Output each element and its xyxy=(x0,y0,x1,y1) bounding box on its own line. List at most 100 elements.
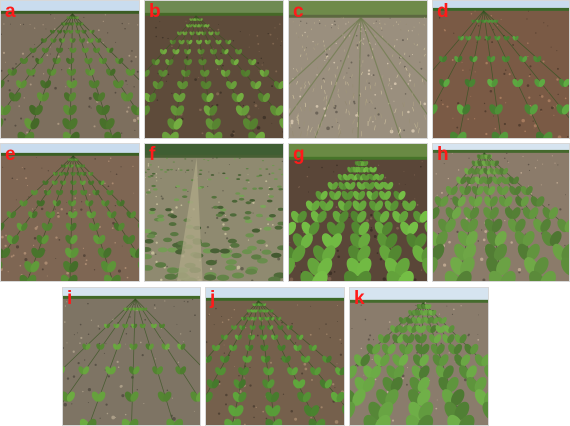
soil-speck xyxy=(351,328,352,329)
soil-speck xyxy=(378,165,379,166)
soil-speck xyxy=(501,19,502,20)
soil-speck xyxy=(457,102,459,104)
soil-speck xyxy=(248,182,249,183)
soil-speck xyxy=(321,406,323,408)
soil-speck xyxy=(335,111,338,114)
soil-speck xyxy=(375,44,376,45)
soil-speck xyxy=(127,84,128,85)
weed-leaf xyxy=(252,229,260,233)
soil-speck xyxy=(83,17,84,18)
panel-label-e: e xyxy=(5,145,16,165)
soil-speck xyxy=(298,187,299,188)
soil-speck xyxy=(328,277,332,281)
soil-speck xyxy=(43,73,44,74)
soil-speck xyxy=(183,341,184,342)
weed-leaf xyxy=(160,169,163,171)
soil-speck xyxy=(93,125,95,127)
soil-speck xyxy=(120,385,123,388)
soil-speck xyxy=(421,270,422,271)
soil-speck xyxy=(557,94,558,95)
soil-speck xyxy=(143,403,144,404)
soil-speck xyxy=(441,100,442,101)
soil-speck xyxy=(526,18,527,19)
soil-speck xyxy=(337,250,339,252)
soil-speck xyxy=(185,172,186,173)
soil-speck xyxy=(20,24,21,25)
soil-speck xyxy=(111,416,115,420)
soil-speck xyxy=(248,174,249,175)
soil-speck xyxy=(22,53,24,55)
soil-speck xyxy=(184,301,185,302)
weed-leaf xyxy=(165,208,171,211)
soil-speck xyxy=(355,114,358,117)
soil-speck xyxy=(171,93,172,94)
soil-speck xyxy=(535,32,536,33)
soil-speck xyxy=(176,324,177,325)
soil-speck xyxy=(59,239,61,241)
soil-speck xyxy=(307,176,308,177)
weed-leaf xyxy=(201,242,210,247)
soil-speck xyxy=(34,44,35,45)
soil-speck xyxy=(220,91,222,93)
soil-speck xyxy=(233,133,234,134)
soil-speck xyxy=(456,231,458,233)
soil-speck xyxy=(293,68,294,69)
weed-leaf xyxy=(170,232,179,236)
soil-speck xyxy=(225,215,226,216)
weed-leaf xyxy=(246,179,250,181)
soil-speck xyxy=(331,27,332,28)
photo-panel-g: g xyxy=(288,143,428,282)
soil-speck xyxy=(291,323,293,325)
weed-leaf xyxy=(232,272,244,278)
soil-speck xyxy=(548,204,550,206)
weed-leaf xyxy=(275,226,283,230)
soil-speck xyxy=(326,127,330,131)
soil-speck xyxy=(64,403,67,406)
weed-leaf xyxy=(146,191,151,193)
soil xyxy=(433,11,569,138)
soil-speck xyxy=(36,157,37,158)
soil-speck xyxy=(80,324,82,326)
soil-speck xyxy=(24,258,27,261)
field-photo-h xyxy=(433,144,569,281)
soil-speck xyxy=(191,160,192,161)
weed-leaf xyxy=(147,169,150,170)
soil-speck xyxy=(415,305,416,306)
soil-speck xyxy=(409,56,410,57)
photo-panel-j: j xyxy=(205,287,345,426)
soil-speck xyxy=(319,23,320,24)
soil-speck xyxy=(272,43,274,45)
weed-leaf xyxy=(234,158,236,159)
soil-speck xyxy=(303,232,304,233)
soil-speck xyxy=(218,412,220,414)
soil-speck xyxy=(115,205,116,206)
soil-speck xyxy=(383,277,386,280)
soil-speck xyxy=(412,30,413,31)
soil-speck xyxy=(453,309,455,311)
soil-speck xyxy=(267,223,269,225)
weed-leaf xyxy=(217,206,223,209)
soil-speck xyxy=(222,65,224,67)
soil-speck xyxy=(57,214,58,215)
soil-speck xyxy=(377,252,379,254)
soil-speck xyxy=(337,305,338,306)
soil-speck xyxy=(234,366,235,367)
soil-speck xyxy=(541,111,542,112)
soil-speck xyxy=(217,69,218,70)
soil-speck xyxy=(186,21,187,22)
soil-speck xyxy=(7,80,9,82)
weed-leaf xyxy=(239,198,245,201)
soil-speck xyxy=(83,248,84,249)
soil-speck xyxy=(218,202,219,203)
soil-speck xyxy=(228,319,230,321)
soil-speck xyxy=(504,158,505,159)
weed-leaf xyxy=(230,243,240,248)
soil-speck xyxy=(161,197,163,199)
soil-speck xyxy=(47,275,48,276)
panel-label-d: d xyxy=(437,2,449,22)
soil-speck xyxy=(99,328,101,330)
soil-speck xyxy=(181,204,183,206)
soil-speck xyxy=(174,306,175,307)
weed-leaf xyxy=(225,265,236,271)
soil-speck xyxy=(340,60,341,61)
